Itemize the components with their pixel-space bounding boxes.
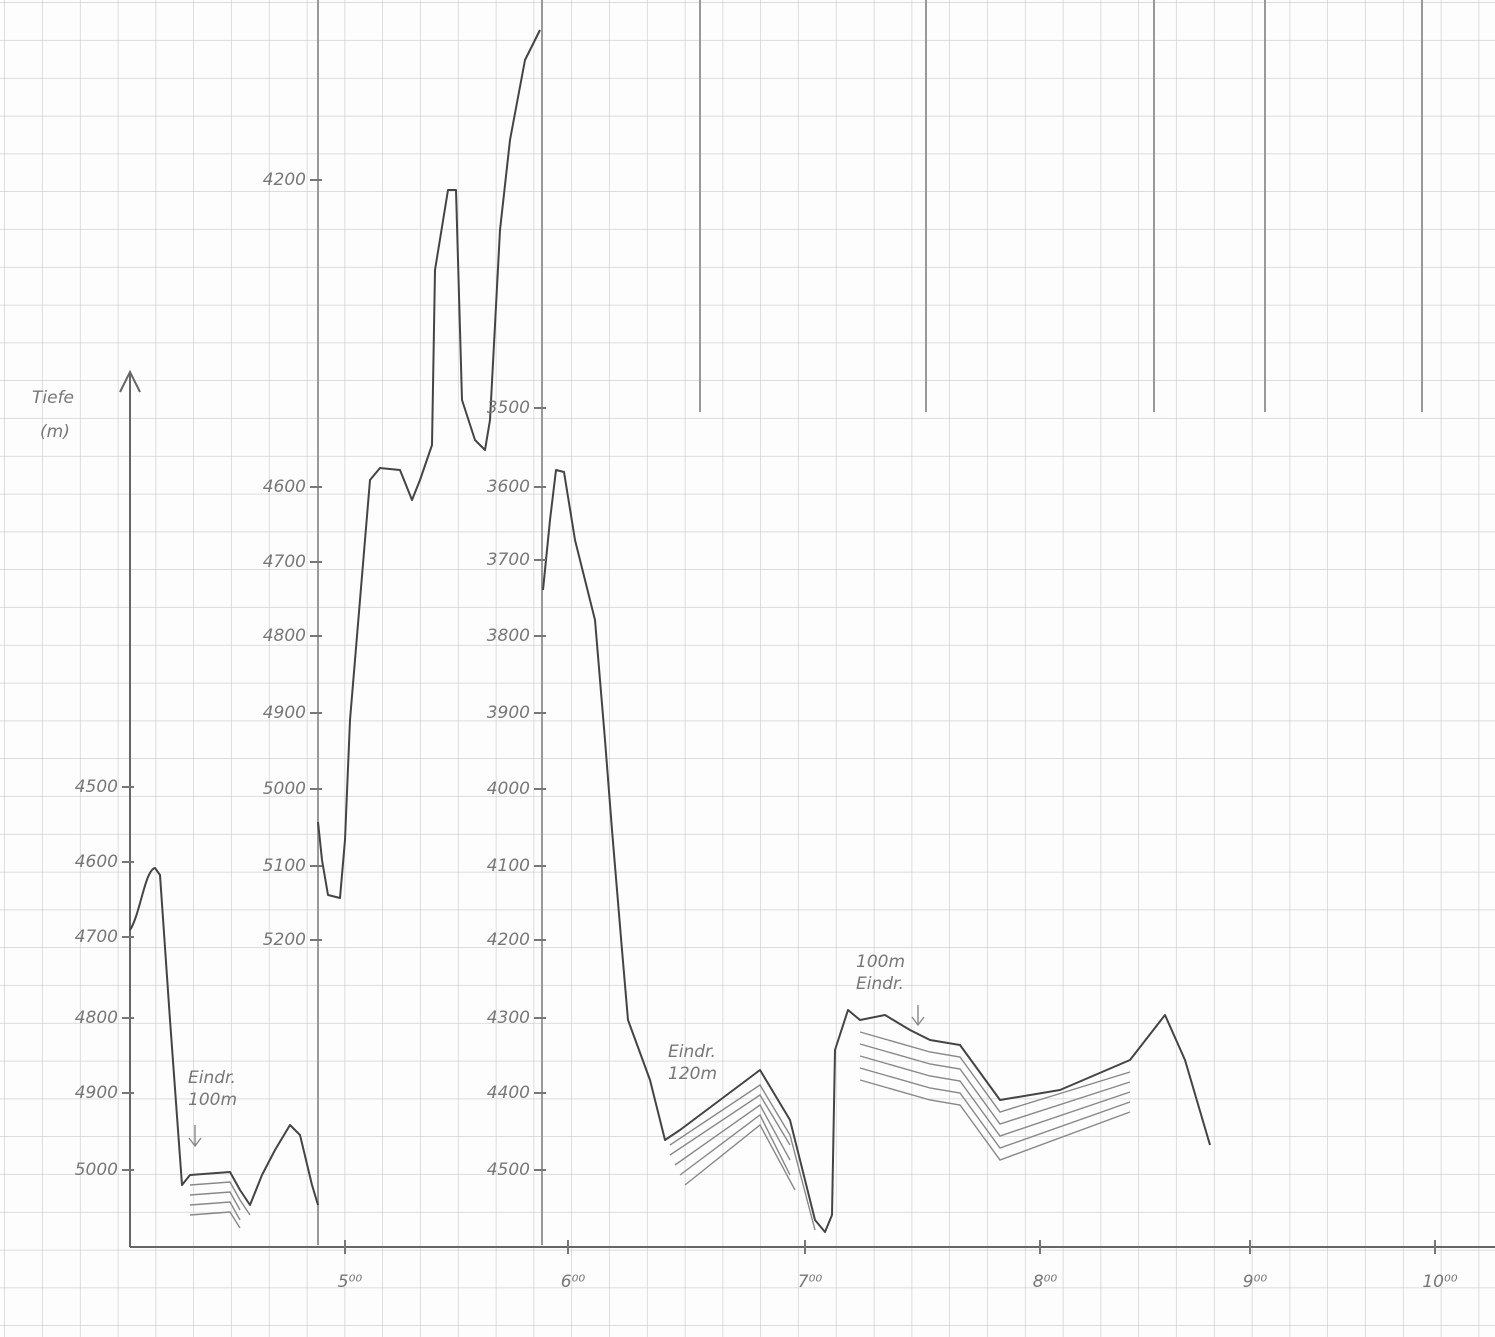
time-label: 10⁰⁰ <box>1422 1272 1457 1292</box>
depth-tick-label: 4900 <box>263 703 306 723</box>
labels: Tiefe (m) <box>32 388 74 442</box>
depth-tick-label: 4100 <box>487 856 530 876</box>
depth-tick-label: 4800 <box>263 626 306 646</box>
depth-tick-label: 5100 <box>263 856 306 876</box>
depth-tick-label: 5200 <box>263 930 306 950</box>
axes <box>119 369 1495 1248</box>
depth-tick-label: 4500 <box>75 777 118 797</box>
depth-tick-label: 5000 <box>75 1160 118 1180</box>
depth-tick-label: 4500 <box>487 1160 530 1180</box>
time-label: 5⁰⁰ <box>338 1272 363 1292</box>
depth-tick-label: 3700 <box>487 550 530 570</box>
separators <box>317 0 1423 1245</box>
depth-tick-label: 5000 <box>263 779 306 799</box>
annotation: Eindr. <box>668 1042 716 1062</box>
depth-tick-label: 4200 <box>263 170 306 190</box>
depth-tick-label: 4900 <box>75 1083 118 1103</box>
depth-tick-label: 4600 <box>75 852 118 872</box>
time-label: 9⁰⁰ <box>1243 1272 1268 1292</box>
depth-tick-label: 3800 <box>487 626 530 646</box>
depth-tick-label: 4800 <box>75 1008 118 1028</box>
depth-tick-label: 4400 <box>487 1083 530 1103</box>
annotation: 100m <box>188 1090 237 1110</box>
axis-title: Tiefe <box>32 388 74 408</box>
depth-tick-label: 4300 <box>487 1008 530 1028</box>
depth-tick-label: 4600 <box>263 477 306 497</box>
depth-tick-label: 4000 <box>487 779 530 799</box>
annotation: 120m <box>668 1064 717 1084</box>
depth-tick-label: 3600 <box>487 477 530 497</box>
profile <box>129 29 1211 1233</box>
annotation: Eindr. <box>856 974 904 994</box>
axis-unit: (m) <box>40 422 70 442</box>
annotation: 100m <box>856 952 905 972</box>
time-label: 6⁰⁰ <box>561 1272 586 1292</box>
depth-tick-label: 4200 <box>487 930 530 950</box>
depth-tick-label: 4700 <box>75 927 118 947</box>
depth-tick-label: 3500 <box>487 398 530 418</box>
time-label: 8⁰⁰ <box>1033 1272 1058 1292</box>
time-label: 7⁰⁰ <box>798 1272 823 1292</box>
depth-tick-label: 4700 <box>263 552 306 572</box>
depth-tick-label: 3900 <box>487 703 530 723</box>
annotation: Eindr. <box>188 1068 236 1088</box>
